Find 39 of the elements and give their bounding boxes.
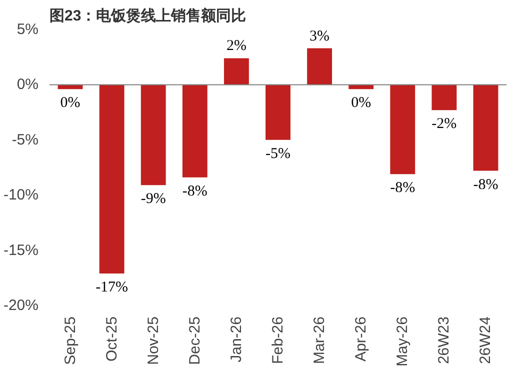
data-label: -5% [266, 146, 291, 162]
data-label: -17% [96, 279, 128, 296]
data-label: -8% [182, 183, 208, 200]
x-tick-label: Mar-26 [311, 316, 328, 364]
bar [432, 84, 457, 110]
bar [99, 84, 124, 274]
x-tick-label: 26W24 [477, 316, 494, 364]
y-tick-label: -5% [12, 131, 39, 148]
bar [307, 48, 332, 85]
x-tick-label: Jan-26 [228, 316, 245, 362]
x-tick-label: Oct-25 [103, 316, 120, 362]
x-tick-label: Apr-26 [352, 316, 370, 362]
data-label: 0% [60, 95, 80, 112]
data-label: 0% [351, 95, 372, 112]
x-tick-label: Nov-25 [144, 316, 162, 365]
bar [473, 84, 498, 171]
x-tick-label: 26W23 [436, 316, 453, 364]
y-tick-label: 0% [16, 76, 39, 94]
x-tick-label: Feb-26 [270, 316, 286, 364]
data-label: -8% [390, 180, 416, 196]
y-tick-label: -20% [3, 297, 39, 314]
x-tick-label: May-26 [394, 316, 412, 367]
bar [266, 84, 290, 140]
chart-title: 图23：电饭煲线上销售额同比 [50, 6, 246, 24]
y-tick-label: 5% [16, 21, 39, 38]
data-label: -9% [140, 191, 166, 208]
bar [182, 84, 208, 178]
y-tick-label: -15% [3, 242, 39, 259]
data-label: -8% [473, 176, 498, 193]
data-label: 2% [226, 38, 246, 54]
x-tick-label: Dec-25 [186, 316, 204, 365]
data-label: 3% [310, 28, 330, 44]
y-tick-label: -10% [3, 186, 39, 204]
bar [224, 58, 249, 85]
bar [390, 84, 416, 174]
data-label: -2% [432, 116, 457, 132]
bar [348, 84, 374, 90]
x-tick-label: Sep-25 [62, 316, 79, 365]
bar [140, 84, 166, 186]
